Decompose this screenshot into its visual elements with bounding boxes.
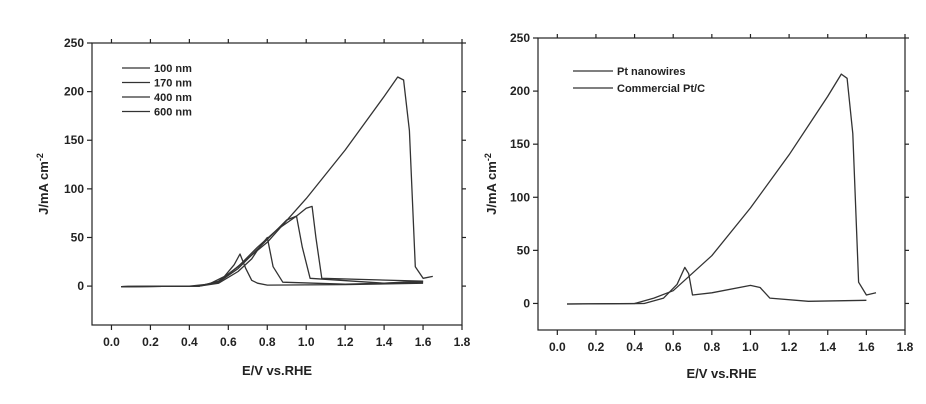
x-tick-label: 0.6 (220, 335, 237, 349)
x-tick-label: 0.8 (703, 340, 720, 354)
x-tick-label: 1.6 (415, 335, 432, 349)
x-tick-label: 1.4 (376, 335, 393, 349)
x-tick-label: 1.4 (819, 340, 836, 354)
y-axis-label: J/mA cm-2 (35, 153, 51, 215)
x-tick-label: 1.2 (781, 340, 798, 354)
x-tick-label: 1.8 (897, 340, 914, 354)
x-tick-label: 1.2 (337, 335, 354, 349)
x-tick-label: 0.4 (626, 340, 643, 354)
x-tick-label: 0.0 (103, 335, 120, 349)
x-tick-label: 0.0 (549, 340, 566, 354)
x-tick-label: 1.8 (454, 335, 471, 349)
x-tick-label: 1.6 (858, 340, 875, 354)
y-tick-label: 250 (510, 31, 530, 45)
x-tick-label: 0.2 (588, 340, 605, 354)
series-line-1 (567, 74, 876, 304)
y-tick-label: 250 (64, 36, 84, 50)
y-tick-label: 100 (510, 190, 530, 204)
y-tick-label: 200 (510, 84, 530, 98)
legend-label: 600 nm (154, 107, 192, 119)
x-tick-label: 0.6 (665, 340, 682, 354)
y-tick-label: 50 (71, 230, 85, 244)
legend-label: 170 nm (154, 78, 192, 90)
series-line-2 (567, 267, 866, 304)
chart-1: 0.0 0.2 0.4 0.6 0.8 1.0 1.2 1.4 1.6 1.8 0 50 100 150 2… (35, 36, 471, 378)
legend-label: Pt nanowires (617, 66, 685, 78)
y-tick-label: 200 (64, 85, 84, 99)
y-tick-label: 0 (523, 296, 530, 310)
y-tick-label: 150 (510, 137, 530, 151)
x-tick-label: 0.8 (259, 335, 276, 349)
x-tick-label: 0.2 (142, 335, 159, 349)
y-tick-label: 50 (517, 243, 531, 257)
y-tick-label: 150 (64, 133, 84, 147)
x-axis-label: E/V vs.RHE (686, 366, 756, 381)
series-line-2 (121, 238, 423, 287)
y-tick-label: 0 (77, 279, 84, 293)
chart-2: 0.0 0.2 0.4 0.6 0.8 1.0 1.2 1.4 1.6 1.8 0 50 100 150 2… (483, 31, 914, 381)
x-tick-label: 1.0 (742, 340, 759, 354)
y-tick-label: 100 (64, 182, 84, 196)
y-axis-label: J/mA cm-2 (483, 153, 499, 215)
series-line-3 (121, 216, 423, 287)
legend-label: Commercial Pt/C (617, 83, 705, 95)
x-axis-label: E/V vs.RHE (242, 363, 312, 378)
legend-label: 400 nm (154, 92, 192, 104)
x-tick-label: 1.0 (298, 335, 315, 349)
legend-label: 100 nm (154, 63, 192, 75)
x-tick-label: 0.4 (181, 335, 198, 349)
series-line-4 (121, 206, 423, 286)
plot-frame (538, 38, 905, 330)
